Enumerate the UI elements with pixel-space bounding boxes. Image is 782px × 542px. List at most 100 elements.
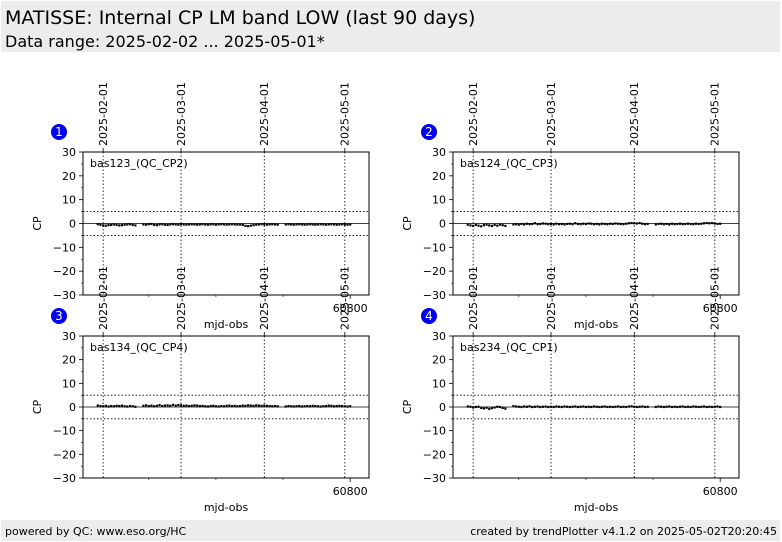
data-point: [153, 223, 156, 227]
data-point: [335, 404, 338, 408]
data-point: [276, 223, 279, 226]
data-point: [660, 405, 663, 408]
data-point: [131, 223, 134, 227]
data-point: [120, 404, 124, 407]
chart-panel-2: 2025-02-01 2025-03-01 2025-04-01 2025-05-01…: [401, 82, 740, 331]
data-point: [126, 405, 129, 408]
data-point: [179, 223, 183, 226]
data-point: [249, 224, 252, 227]
data-point: [163, 223, 167, 226]
x-tick-label: 60800: [703, 485, 738, 498]
x-tick-label: 60800: [703, 302, 738, 315]
data-point: [263, 404, 266, 407]
data-point: [549, 405, 553, 408]
data-point: [673, 405, 676, 408]
date-marker-label: 2025-05-01: [339, 266, 352, 330]
data-point: [308, 223, 312, 226]
data-point: [324, 404, 328, 408]
data-point: [608, 405, 612, 408]
data-point: [166, 404, 169, 407]
data-point: [209, 404, 212, 408]
series-label: bas134_(QC_CP4): [90, 341, 188, 354]
data-point: [298, 223, 301, 226]
data-point: [657, 222, 660, 226]
data-point: [525, 222, 528, 225]
data-point: [220, 404, 223, 408]
date-marker-label: 2025-02-01: [467, 266, 480, 330]
data-point: [617, 405, 620, 408]
date-marker-label: 2025-02-01: [467, 82, 480, 146]
data-point: [338, 223, 341, 226]
data-point: [222, 405, 226, 408]
data-point: [582, 222, 585, 225]
data-point: [209, 223, 212, 226]
y-tick-label: 20: [62, 170, 76, 183]
y-axis-label: CP: [31, 216, 44, 231]
data-point: [225, 223, 228, 226]
panel-number-label: 4: [425, 309, 433, 323]
data-point: [466, 223, 469, 226]
data-point: [118, 404, 121, 408]
data-point: [134, 224, 137, 227]
x-axis-label: mjd-obs: [574, 501, 619, 514]
date-marker-label: 2025-02-01: [97, 82, 110, 146]
y-tick-label: −10: [53, 425, 76, 438]
data-point: [684, 222, 687, 226]
y-tick-label: −30: [53, 472, 76, 485]
y-tick-label: −10: [423, 425, 446, 438]
data-point: [311, 223, 314, 226]
data-point: [525, 405, 528, 408]
data-point: [705, 405, 708, 409]
data-point: [244, 404, 247, 407]
data-point: [592, 405, 596, 408]
data-point: [692, 405, 695, 408]
data-point: [600, 405, 604, 408]
data-point: [204, 405, 207, 408]
y-tick-label: 20: [62, 354, 76, 367]
data-point: [145, 404, 148, 407]
data-point: [190, 404, 193, 407]
data-point: [643, 223, 647, 226]
data-point: [247, 404, 250, 407]
data-point: [713, 222, 716, 225]
data-point: [488, 224, 491, 227]
data-point: [603, 405, 606, 408]
data-point: [314, 223, 317, 226]
series-label: bas123_(QC_CP2): [90, 157, 188, 170]
data-point: [563, 405, 566, 408]
data-point: [517, 223, 520, 226]
data-point: [271, 223, 274, 226]
data-point: [595, 405, 598, 408]
data-point: [641, 405, 644, 408]
y-tick-label: 20: [432, 354, 446, 367]
data-point: [654, 223, 657, 226]
data-point: [126, 223, 129, 226]
data-point: [611, 222, 614, 226]
data-point: [533, 405, 537, 408]
data-point: [557, 405, 561, 408]
data-point: [641, 222, 644, 225]
data-point: [104, 404, 107, 407]
data-point: [611, 405, 614, 409]
data-point: [523, 223, 526, 226]
data-point: [590, 405, 593, 409]
data-point: [179, 404, 183, 407]
data-point: [472, 406, 475, 409]
data-point: [155, 224, 158, 227]
data-point: [670, 405, 673, 409]
data-point: [662, 223, 665, 226]
data-point: [466, 405, 469, 408]
x-axis-label: mjd-obs: [574, 318, 619, 331]
data-point: [622, 223, 625, 226]
data-point: [533, 222, 537, 225]
data-point: [579, 223, 582, 226]
data-point: [552, 223, 555, 226]
data-point: [627, 222, 630, 225]
data-point: [265, 223, 269, 226]
panel-number-badge: [421, 124, 437, 140]
data-point: [198, 223, 201, 226]
data-point: [147, 404, 150, 408]
footer-powered-by: powered by QC: www.eso.org/HC: [5, 525, 187, 538]
data-point: [322, 405, 325, 408]
data-point: [498, 223, 502, 226]
